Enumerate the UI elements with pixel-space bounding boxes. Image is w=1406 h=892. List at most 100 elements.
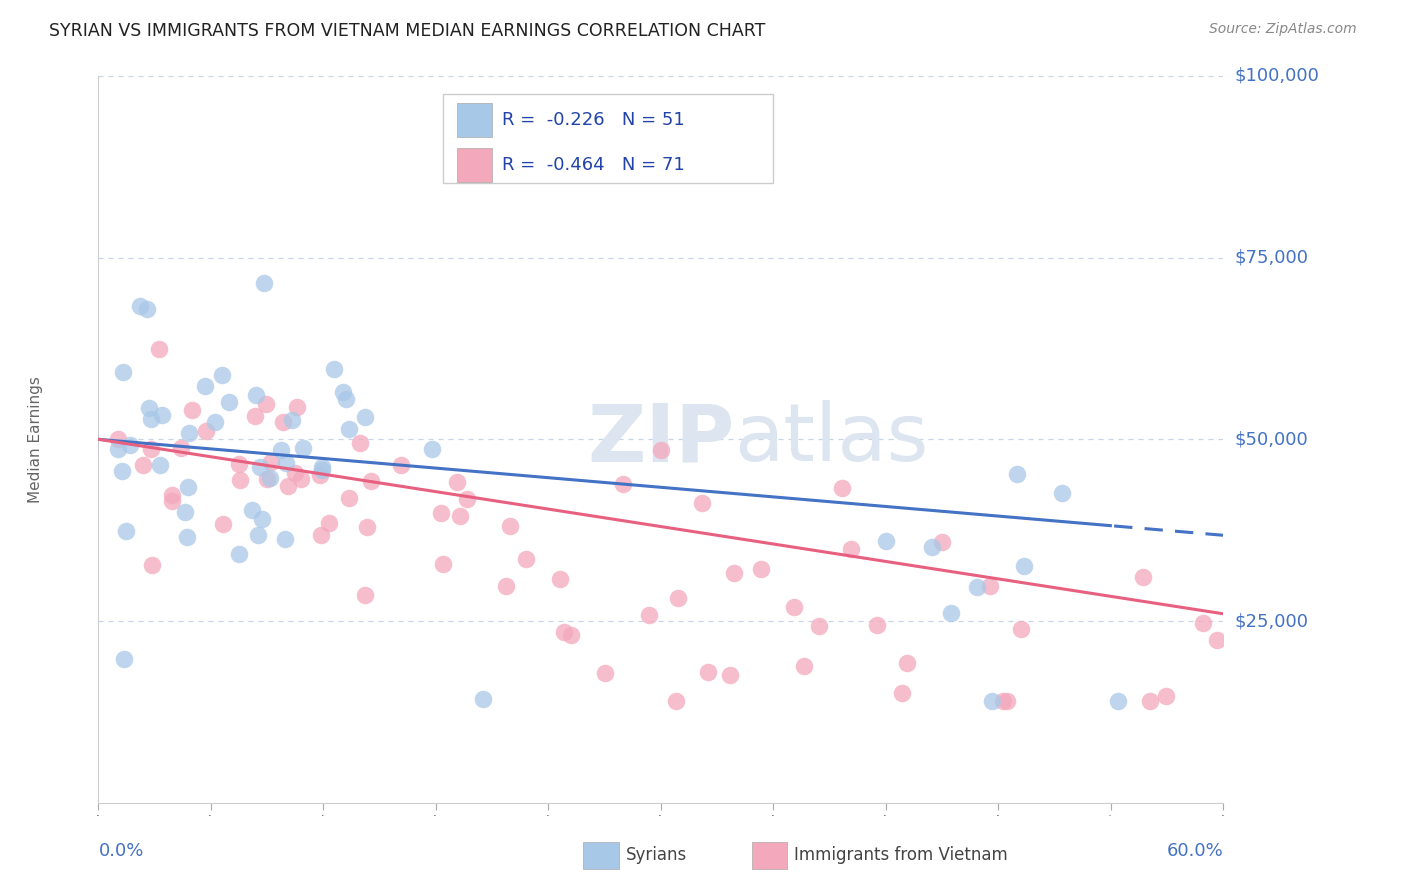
Point — [939, 606, 962, 620]
Point — [432, 557, 454, 571]
Point — [349, 435, 371, 450]
Point — [456, 492, 478, 507]
Point — [107, 442, 129, 456]
Text: Source: ZipAtlas.com: Source: ZipAtlas.com — [1209, 22, 1357, 37]
Point — [211, 368, 233, 382]
Point — [135, 302, 157, 317]
Point — [360, 474, 382, 488]
Point — [593, 665, 616, 680]
Point — [276, 479, 298, 493]
Point — [228, 457, 250, 471]
Point — [141, 558, 163, 572]
Point — [311, 463, 333, 477]
Point — [150, 408, 173, 422]
Point — [111, 464, 134, 478]
Text: SYRIAN VS IMMIGRANTS FROM VIETNAM MEDIAN EARNINGS CORRELATION CHART: SYRIAN VS IMMIGRANTS FROM VIETNAM MEDIAN… — [49, 22, 766, 40]
Point — [749, 561, 772, 575]
Text: $100,000: $100,000 — [1234, 67, 1319, 85]
Point — [991, 694, 1014, 708]
Point — [356, 519, 378, 533]
Point — [177, 426, 200, 441]
Point — [240, 503, 263, 517]
Point — [1107, 694, 1129, 708]
Point — [318, 516, 340, 530]
Point — [132, 458, 155, 473]
Point — [1139, 694, 1161, 708]
Point — [831, 481, 853, 495]
Point — [1005, 467, 1028, 481]
Point — [931, 534, 953, 549]
Point — [322, 362, 344, 376]
Point — [285, 400, 308, 414]
Point — [311, 459, 333, 474]
Point — [650, 442, 672, 457]
Point — [499, 518, 522, 533]
Point — [218, 395, 240, 409]
Point — [276, 456, 298, 470]
Point — [274, 532, 297, 546]
Point — [194, 424, 217, 438]
Point — [690, 496, 713, 510]
Point — [896, 657, 918, 671]
Point — [420, 442, 443, 457]
Point — [245, 388, 267, 402]
Point — [335, 392, 357, 407]
Point — [204, 415, 226, 429]
Point — [332, 385, 354, 400]
Point — [981, 694, 1004, 708]
Point — [173, 505, 195, 519]
Text: R =  -0.226   N = 51: R = -0.226 N = 51 — [502, 112, 685, 129]
Point — [148, 342, 170, 356]
Point — [170, 441, 193, 455]
Point — [194, 378, 217, 392]
Point — [793, 658, 815, 673]
Point — [160, 493, 183, 508]
Text: $25,000: $25,000 — [1234, 612, 1309, 630]
Point — [337, 491, 360, 506]
Point — [666, 591, 689, 605]
Point — [979, 579, 1001, 593]
Point — [271, 415, 294, 429]
Point — [254, 396, 277, 410]
Text: Median Earnings: Median Earnings — [28, 376, 44, 503]
Point — [129, 299, 152, 313]
Point — [139, 442, 162, 457]
Point — [1050, 486, 1073, 500]
Point — [111, 365, 134, 379]
Point — [284, 467, 307, 481]
Point — [212, 516, 235, 531]
Point — [259, 471, 281, 485]
Point — [995, 694, 1018, 708]
Point — [807, 619, 830, 633]
Text: $75,000: $75,000 — [1234, 249, 1309, 267]
Point — [720, 668, 742, 682]
Point — [553, 624, 575, 639]
Point — [229, 473, 252, 487]
Point — [1191, 615, 1213, 630]
Point — [309, 528, 332, 542]
Point — [290, 473, 312, 487]
Point — [246, 527, 269, 541]
Point — [548, 573, 571, 587]
Point — [495, 579, 517, 593]
Point — [256, 472, 278, 486]
Point — [723, 566, 745, 581]
Point — [389, 458, 412, 472]
Text: $50,000: $50,000 — [1234, 430, 1308, 449]
Point — [354, 588, 377, 602]
Point — [839, 542, 862, 557]
Point — [1012, 559, 1035, 574]
Point — [107, 432, 129, 446]
Point — [638, 608, 661, 623]
Point — [291, 442, 314, 456]
Text: Syrians: Syrians — [626, 847, 688, 864]
Point — [665, 694, 688, 708]
Point — [253, 276, 276, 290]
Point — [696, 665, 718, 680]
Point — [890, 686, 912, 700]
Point — [471, 692, 494, 706]
Point — [1154, 689, 1177, 703]
Point — [515, 552, 537, 566]
Point — [180, 403, 202, 417]
Point — [281, 413, 304, 427]
